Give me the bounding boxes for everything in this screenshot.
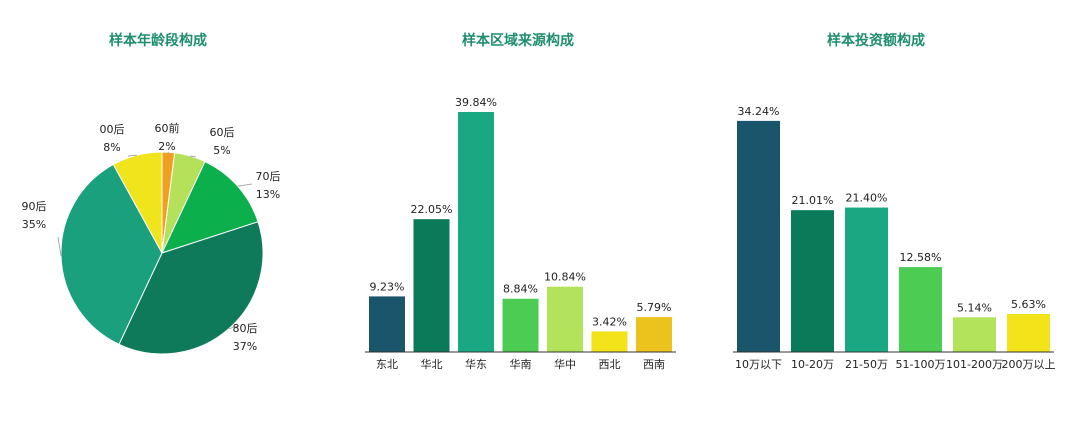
investment-value-label-4: 12.58% <box>900 251 942 264</box>
pie-slice-percent-4: 37% <box>233 340 257 353</box>
investment-bar-chart: 样本投资额构成 34.24% 10万以下 21.01% 10-20万 21.40% 21-… <box>733 32 1056 371</box>
region-category-label-5: 华中 <box>554 357 576 371</box>
region-chart-title: 样本区域来源构成 <box>462 32 574 49</box>
investment-value-label-5: 5.14% <box>957 301 992 314</box>
investment-chart-title: 样本投资额构成 <box>827 32 925 49</box>
investment-value-label-1: 34.24% <box>738 105 780 118</box>
pie-slice-name-1: 60前 <box>155 121 180 135</box>
investment-category-label-4: 51-100万 <box>896 358 946 371</box>
pie-slice-name-2: 60后 <box>210 126 235 139</box>
investment-bars: 34.24% 10万以下 21.01% 10-20万 21.40% 21-50万 12.58… <box>735 105 1056 371</box>
pie-leader-line-5 <box>58 237 61 256</box>
region-category-label-2: 华北 <box>421 357 443 371</box>
pie-leader-line-3 <box>238 184 252 186</box>
region-category-label-4: 华南 <box>510 357 532 371</box>
region-value-label-1: 9.23% <box>370 280 405 293</box>
pie-slice-name-5: 90后 <box>22 200 47 213</box>
pie-slice-name-6: 00后 <box>100 123 125 136</box>
region-bars: 9.23% 东北 22.05% 华北 39.84% 华东 8.84% 华南 10.84% 华中 3.… <box>369 96 672 371</box>
investment-bar-3 <box>845 208 888 352</box>
region-bar-chart: 样本区域来源构成 9.23% 东北 22.05% 华北 39.84% 华东 8.84% 华南 1… <box>365 32 676 371</box>
investment-category-label-2: 10-20万 <box>791 358 834 371</box>
region-bar-7 <box>636 317 672 352</box>
region-value-label-5: 10.84% <box>544 271 586 284</box>
investment-category-label-6: 200万以上 <box>1002 358 1056 371</box>
region-bar-2 <box>414 219 450 352</box>
region-bar-6 <box>592 331 628 352</box>
investment-category-label-5: 101-200万 <box>946 358 1003 371</box>
pie-slice-percent-1: 2% <box>158 140 175 153</box>
investment-value-label-2: 21.01% <box>792 194 834 207</box>
pie-slice-percent-6: 8% <box>103 141 120 154</box>
region-value-label-4: 8.84% <box>503 283 538 296</box>
age-pie-chart: 样本年龄段构成 60前 2% 60后 5% 70后 13% 80后 37% 90后 35% 00后 8… <box>22 32 281 354</box>
region-value-label-3: 39.84% <box>455 96 497 109</box>
age-chart-title: 样本年龄段构成 <box>109 32 207 49</box>
region-category-label-1: 东北 <box>376 358 398 371</box>
pie-slice-name-4: 80后 <box>233 322 258 335</box>
region-category-label-6: 西北 <box>599 358 621 371</box>
pie-slice-percent-5: 35% <box>22 218 46 231</box>
investment-bar-2 <box>791 210 834 352</box>
region-bar-4 <box>503 299 539 352</box>
investment-bar-5 <box>953 317 996 352</box>
region-category-label-7: 西南 <box>643 358 665 371</box>
region-value-label-2: 22.05% <box>411 203 453 216</box>
investment-category-label-3: 21-50万 <box>845 358 888 371</box>
region-bar-1 <box>369 296 405 352</box>
investment-bar-1 <box>737 121 780 352</box>
investment-value-label-3: 21.40% <box>846 192 888 205</box>
region-value-label-7: 5.79% <box>637 301 672 314</box>
region-bar-3 <box>458 112 494 352</box>
pie-slice-percent-2: 5% <box>213 144 230 157</box>
investment-bar-6 <box>1007 314 1050 352</box>
region-value-label-6: 3.42% <box>592 315 627 328</box>
investment-value-label-6: 5.63% <box>1011 298 1046 311</box>
region-category-label-3: 华东 <box>465 357 487 371</box>
pie-slice-percent-3: 13% <box>256 188 280 201</box>
pie-slice-name-3: 70后 <box>256 170 281 183</box>
region-bar-5 <box>547 287 583 352</box>
investment-category-label-1: 10万以下 <box>735 358 782 371</box>
investment-bar-4 <box>899 267 942 352</box>
